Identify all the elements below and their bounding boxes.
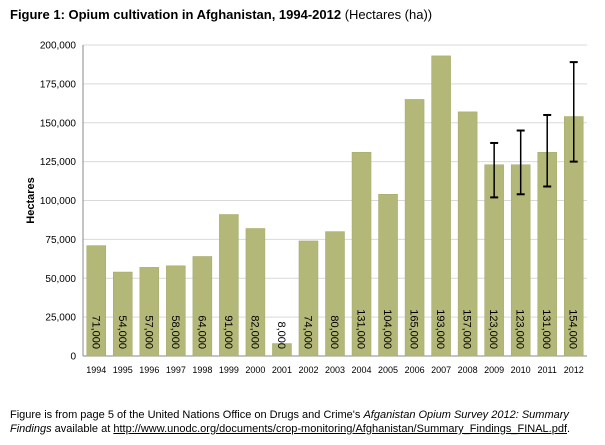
x-tick-label: 2001 — [272, 365, 292, 375]
bar — [113, 271, 133, 357]
x-tick-label: 2007 — [431, 365, 451, 375]
caption-report-title: Afganistan Opium Survey 2012: Summary Fi… — [10, 409, 569, 435]
bar — [378, 194, 398, 357]
y-axis-title: Hectares — [25, 177, 37, 223]
x-tick-label: 2004 — [352, 365, 372, 375]
x-tick-label: 2002 — [298, 365, 318, 375]
caption-prefix: Figure is from page 5 of the United Nati… — [10, 409, 364, 421]
x-tick-label: 2010 — [511, 365, 531, 375]
data-label: 154,000 — [567, 309, 579, 349]
y-tick-label: 150,000 — [40, 118, 77, 129]
x-tick-label: 2006 — [405, 365, 425, 375]
data-label: 131,000 — [540, 309, 552, 349]
x-tick-label: 1998 — [192, 365, 212, 375]
bar — [192, 256, 213, 357]
bar — [325, 231, 345, 357]
x-tick-label: 1997 — [166, 365, 186, 375]
y-tick-label: 100,000 — [40, 196, 77, 207]
bar — [166, 265, 186, 357]
x-tick-label: 2008 — [458, 365, 478, 375]
x-tick-label: 1995 — [113, 365, 133, 375]
bar — [431, 55, 451, 357]
y-tick-label: 200,000 — [40, 41, 77, 52]
caption-source-link[interactable]: http://www.unodc.org/documents/crop-moni… — [113, 423, 568, 435]
x-tick-label: 1996 — [139, 365, 159, 375]
chart-title-bold: Figure 1: Opium cultivation in Afghanist… — [10, 7, 342, 22]
data-label: 54,000 — [116, 315, 128, 349]
y-tick-label: 75,000 — [45, 235, 76, 246]
data-label: 157,000 — [461, 309, 473, 349]
data-label: 104,000 — [381, 309, 393, 349]
bar — [245, 228, 266, 357]
x-tick-label: 2005 — [378, 365, 398, 375]
data-label: 74,000 — [301, 315, 313, 349]
y-tick-label: 50,000 — [45, 274, 76, 285]
bar — [272, 343, 292, 357]
x-tick-label: 2003 — [325, 365, 345, 375]
caption-mid: available at — [51, 423, 114, 435]
y-tick-label: 25,000 — [45, 313, 76, 324]
data-label: 64,000 — [195, 315, 207, 349]
bar — [86, 245, 107, 357]
data-label: 80,000 — [328, 315, 340, 349]
bar — [457, 111, 478, 357]
data-label: 71,000 — [89, 315, 101, 349]
data-label: 131,000 — [355, 309, 367, 349]
data-label: 82,000 — [248, 315, 260, 349]
bar — [404, 99, 425, 357]
x-tick-label: 1994 — [86, 365, 106, 375]
chart-title-units: (Hectares (ha)) — [344, 7, 433, 22]
x-tick-label: 2011 — [538, 365, 557, 375]
bar — [219, 214, 239, 357]
chart-title: Figure 1: Opium cultivation in Afghanist… — [10, 7, 432, 22]
bar — [351, 152, 372, 357]
bar — [139, 267, 160, 357]
bar-chart: 0 25,000 50,000 75,000 100,000 125,000 150,000… — [25, 41, 587, 375]
data-label: 91,000 — [222, 315, 234, 349]
y-tick-label: 125,000 — [40, 157, 77, 168]
data-label: 123,000 — [514, 309, 526, 349]
bar — [298, 240, 319, 357]
caption-end: . — [567, 423, 571, 435]
x-tick-label: 2000 — [245, 365, 265, 375]
x-tick-label: 2009 — [484, 365, 504, 375]
data-label: 193,000 — [434, 309, 446, 349]
data-label: 165,000 — [408, 309, 420, 349]
x-tick-label: 2012 — [564, 365, 584, 375]
data-label: 58,000 — [169, 315, 181, 349]
y-tick-label: 0 — [70, 352, 76, 363]
figure-caption: Figure is from page 5 of the United Nati… — [10, 408, 595, 436]
y-tick-label: 175,000 — [40, 79, 77, 90]
data-label: 57,000 — [142, 315, 154, 349]
data-label: 8,000 — [275, 321, 287, 349]
data-label: 123,000 — [487, 309, 499, 349]
x-tick-label: 1999 — [219, 365, 239, 375]
